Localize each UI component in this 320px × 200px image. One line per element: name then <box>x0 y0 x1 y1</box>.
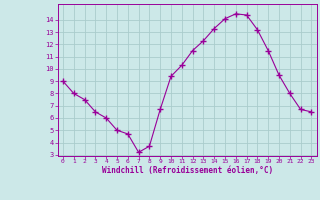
X-axis label: Windchill (Refroidissement éolien,°C): Windchill (Refroidissement éolien,°C) <box>102 166 273 175</box>
